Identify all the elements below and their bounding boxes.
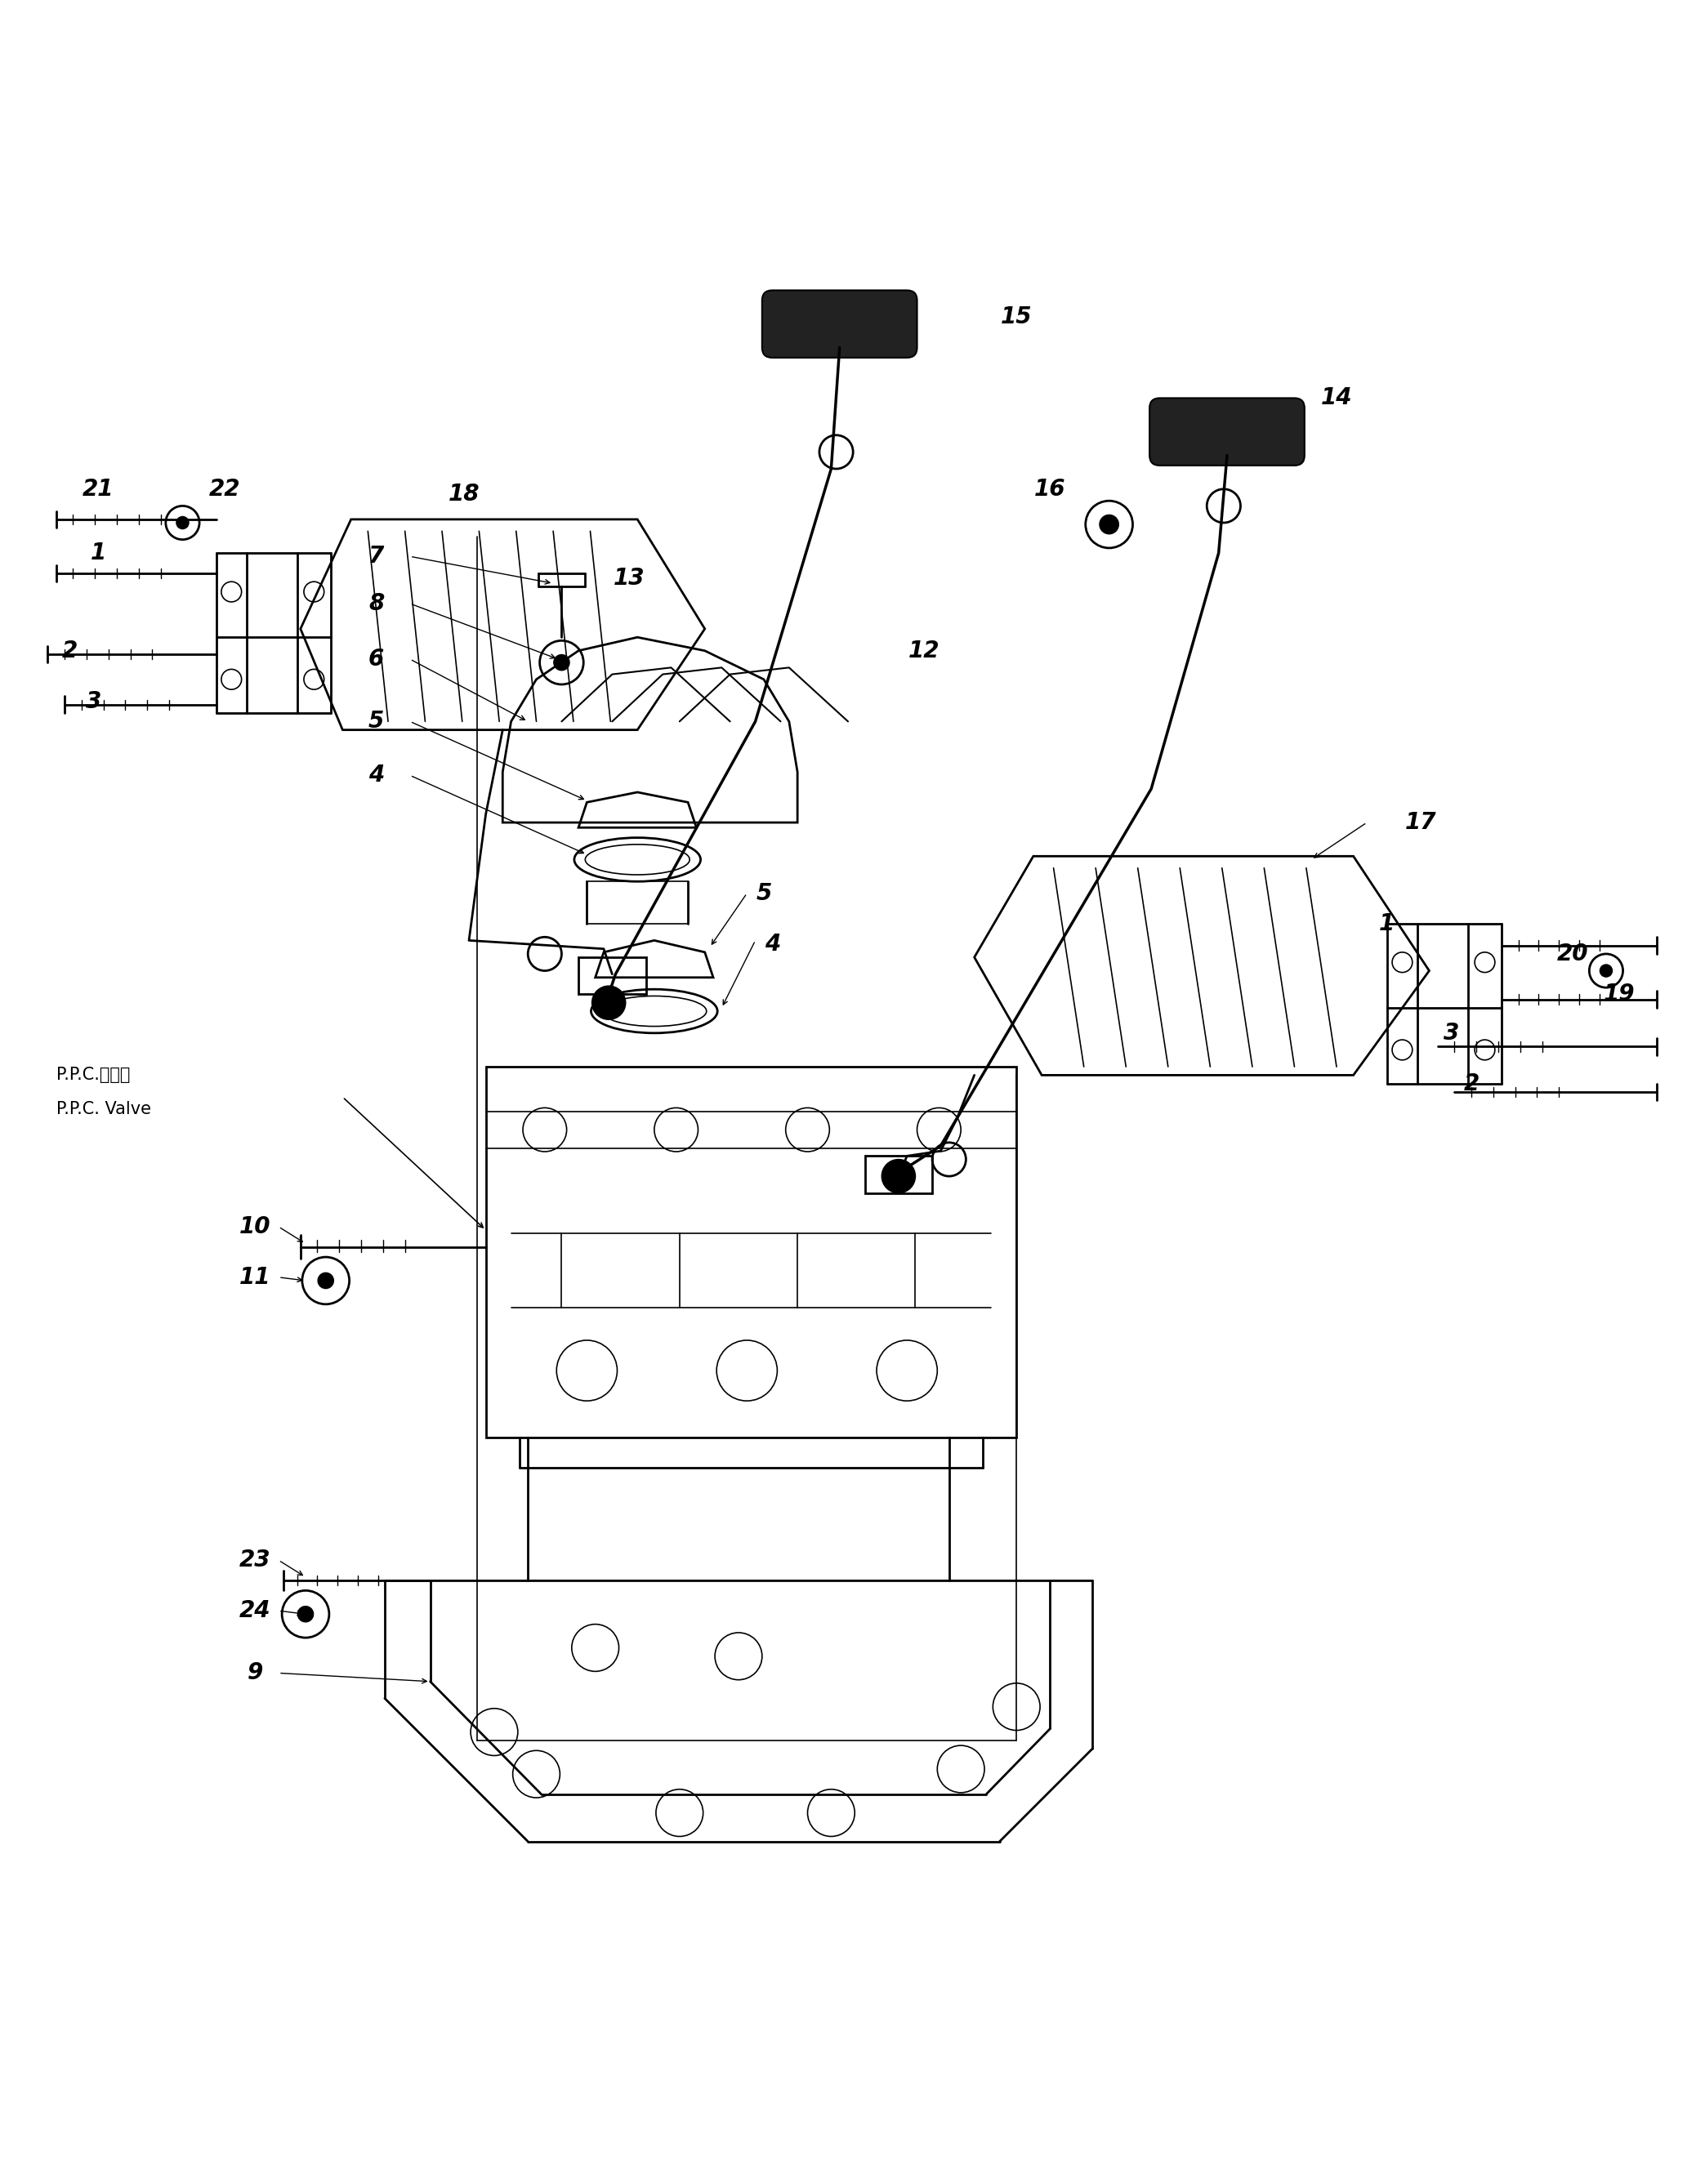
- Text: 5: 5: [368, 710, 385, 734]
- Circle shape: [882, 1160, 916, 1192]
- Text: 2: 2: [61, 640, 78, 662]
- Text: 19: 19: [1604, 983, 1635, 1007]
- Text: 17: 17: [1404, 810, 1437, 834]
- FancyBboxPatch shape: [1150, 397, 1304, 465]
- Text: 13: 13: [614, 568, 644, 590]
- Text: 4: 4: [765, 933, 780, 954]
- Text: P.P.C.バルブ: P.P.C.バルブ: [56, 1068, 131, 1083]
- Circle shape: [1599, 963, 1613, 978]
- Text: 2: 2: [1464, 1072, 1479, 1094]
- Circle shape: [176, 515, 190, 529]
- Text: 14: 14: [1321, 387, 1352, 411]
- Text: 22: 22: [209, 478, 241, 500]
- FancyBboxPatch shape: [762, 290, 918, 358]
- Text: 15: 15: [1001, 306, 1033, 328]
- Text: 4: 4: [368, 764, 385, 786]
- Text: 10: 10: [239, 1214, 271, 1238]
- Text: 3: 3: [1443, 1022, 1459, 1044]
- Text: 18: 18: [448, 483, 480, 505]
- Text: 1: 1: [1379, 913, 1394, 935]
- Text: 8: 8: [368, 592, 385, 616]
- Text: 7: 7: [368, 546, 385, 568]
- Text: 3: 3: [85, 690, 102, 712]
- Text: 9: 9: [248, 1662, 263, 1684]
- Circle shape: [553, 653, 570, 670]
- Text: 20: 20: [1557, 943, 1587, 965]
- Text: 12: 12: [907, 640, 940, 662]
- Text: 6: 6: [368, 649, 385, 670]
- Circle shape: [297, 1605, 314, 1623]
- Text: 1: 1: [90, 542, 107, 563]
- Text: 5: 5: [756, 882, 772, 904]
- Text: 21: 21: [83, 478, 114, 500]
- Circle shape: [317, 1273, 334, 1289]
- Text: 16: 16: [1035, 478, 1065, 500]
- Text: 23: 23: [239, 1548, 271, 1572]
- Text: 24: 24: [239, 1599, 271, 1623]
- Text: 11: 11: [239, 1267, 271, 1289]
- Circle shape: [592, 985, 626, 1020]
- Text: P.P.C. Valve: P.P.C. Valve: [56, 1101, 151, 1116]
- Circle shape: [1099, 513, 1119, 535]
